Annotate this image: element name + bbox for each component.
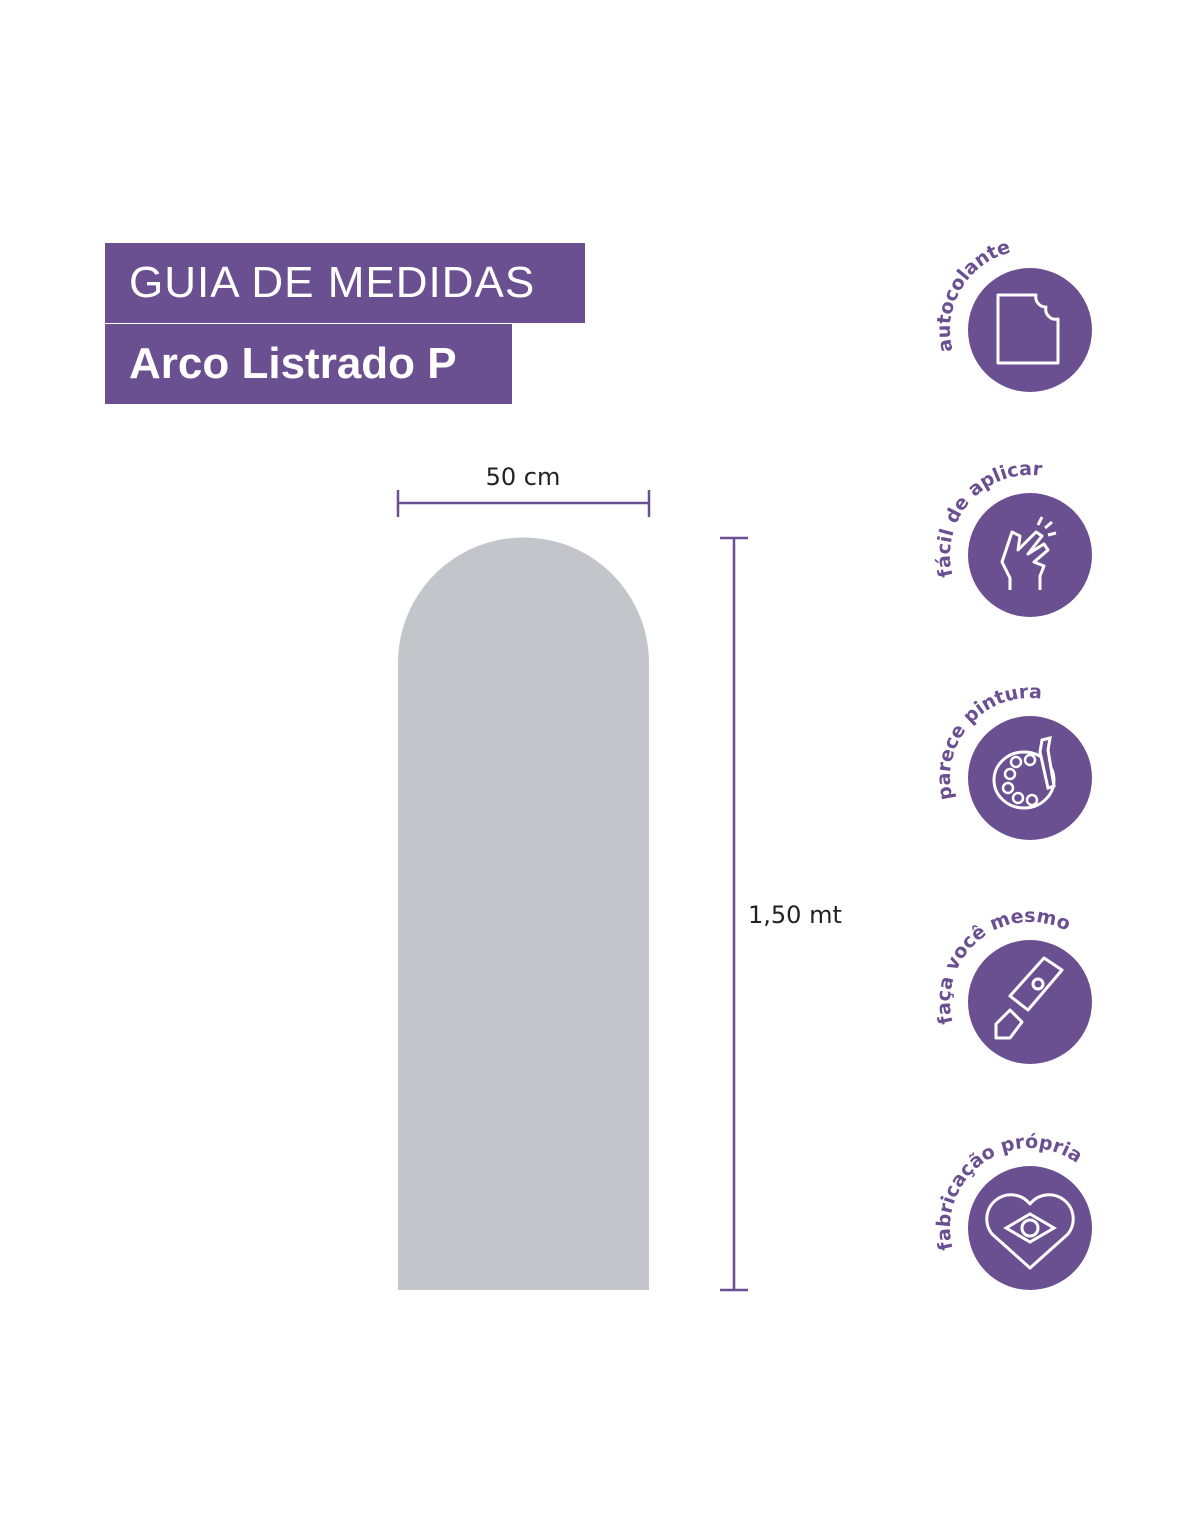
utility-knife-icon — [994, 956, 1064, 1040]
arch-shape — [398, 537, 649, 1290]
width-label: 50 cm — [486, 463, 561, 491]
product-name-text: Arco Listrado P — [129, 339, 457, 388]
feature-circle — [968, 716, 1092, 840]
height-dimension-line — [720, 536, 748, 1292]
feature-badge: fabricação própria — [933, 1131, 1092, 1290]
width-dimension-line — [396, 490, 651, 517]
feature-badge: parece pintura — [933, 681, 1092, 840]
feature-badge: fácil de aplicar — [933, 458, 1092, 617]
height-label: 1,50 mt — [748, 901, 842, 929]
peeling-sticker-icon — [996, 293, 1060, 365]
feature-badge: faça você mesmo — [933, 905, 1092, 1064]
paint-palette-icon — [992, 735, 1056, 810]
feature-circle — [968, 268, 1092, 392]
feature-circle — [968, 940, 1092, 1064]
feature-badge: autocolante — [933, 236, 1092, 392]
guide-title: GUIA DE MEDIDAS — [105, 243, 585, 323]
product-name: Arco Listrado P — [105, 324, 512, 404]
heart-brazil-flag-icon — [985, 1193, 1075, 1270]
feature-circle — [968, 493, 1092, 617]
finger-snap-icon — [1000, 516, 1057, 590]
guide-title-text: GUIA DE MEDIDAS — [129, 258, 536, 307]
feature-circle — [968, 1166, 1092, 1290]
